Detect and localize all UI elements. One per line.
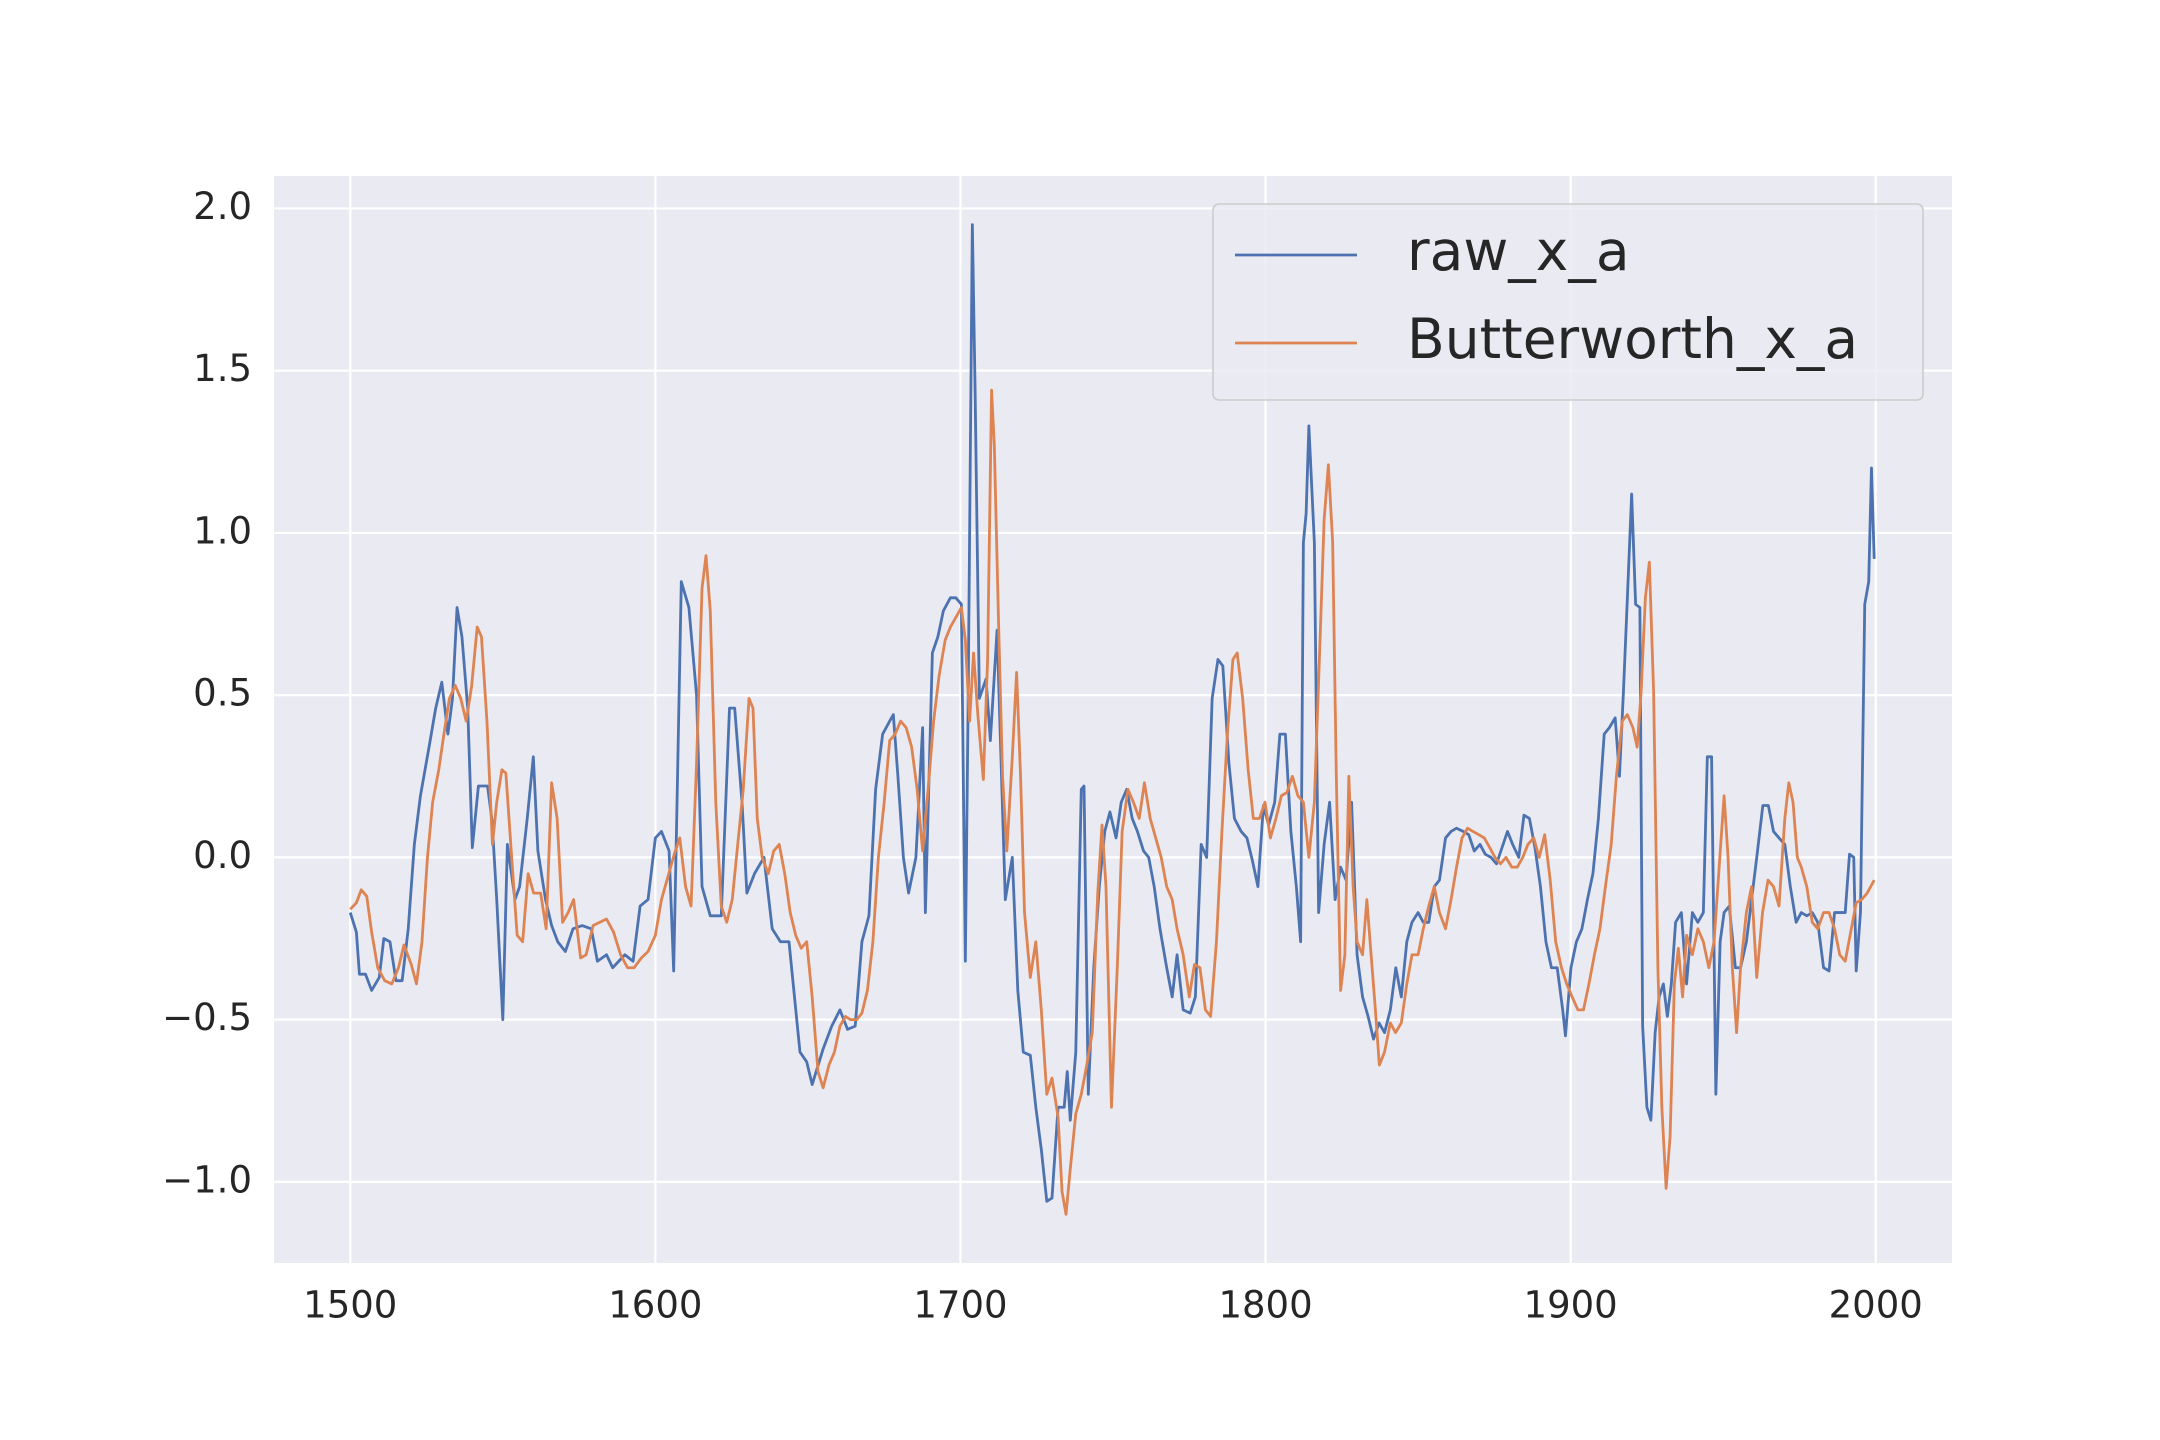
y-tick-label: 2.0 (193, 185, 252, 228)
ticks: 1500 1600 1700 1800 1900 2000 −1.0 −0.5 0.0 0.5 1.… (162, 185, 1923, 1327)
series-line (348, 223, 1876, 1203)
y-tick-label: 0.0 (193, 834, 252, 877)
x-tick-label: 1800 (1218, 1284, 1312, 1327)
series-line (349, 388, 1876, 1216)
y-tick-label: −0.5 (162, 996, 252, 1039)
x-tick-label: 2000 (1829, 1284, 1923, 1327)
y-tick-label: 0.5 (193, 672, 252, 715)
y-tick-label: −1.0 (162, 1158, 252, 1201)
legend-label: raw_x_a (1407, 219, 1630, 283)
legend: raw_x_a Butterworth_x_a (1212, 203, 1924, 401)
lines (348, 223, 1876, 1216)
legend-label: Butterworth_x_a (1407, 307, 1858, 371)
x-tick-label: 1700 (913, 1284, 1007, 1327)
x-tick-label: 1500 (303, 1284, 397, 1327)
x-tick-label: 1600 (608, 1284, 702, 1327)
legend-box (1212, 203, 1924, 401)
y-tick-label: 1.5 (193, 347, 252, 390)
y-tick-label: 1.0 (193, 509, 252, 552)
x-tick-label: 1900 (1524, 1284, 1618, 1327)
